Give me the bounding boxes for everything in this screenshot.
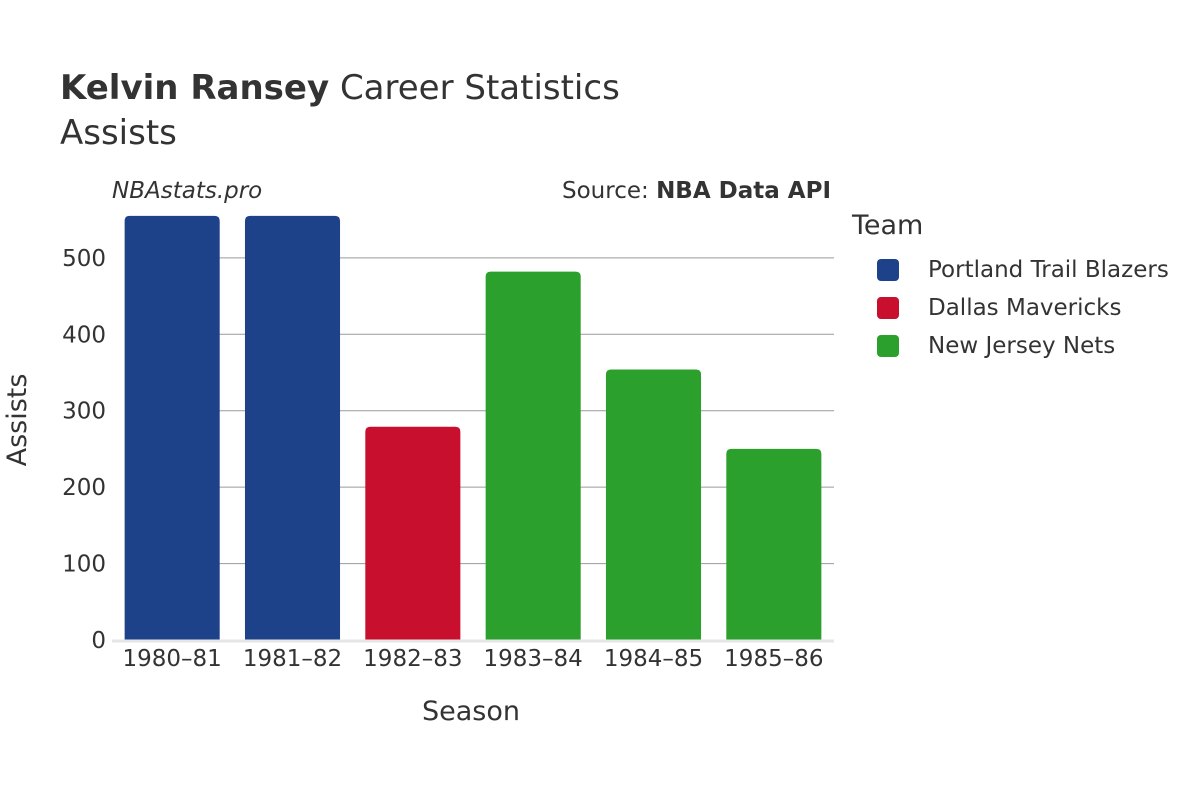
legend-swatch (877, 335, 899, 357)
legend-item-dallas[interactable]: Dallas Mavericks (852, 289, 1169, 327)
y-tick-label: 200 (62, 475, 106, 501)
source-name: NBA Data API (656, 178, 831, 204)
x-tick-label: 1980–81 (123, 646, 222, 672)
player-name: Kelvin Ransey (60, 68, 330, 108)
legend-label: Dallas Mavericks (928, 295, 1122, 321)
chart-title: Kelvin Ransey Career Statistics (60, 68, 620, 108)
bar-1985–86[interactable] (726, 448, 822, 640)
legend-item-new-jersey[interactable]: New Jersey Nets (852, 327, 1169, 365)
legend-label: Portland Trail Blazers (928, 257, 1169, 283)
x-axis-title: Season (422, 696, 520, 727)
chart-subtitle: Assists (60, 113, 177, 153)
source-credit: Source: NBA Data API (562, 178, 831, 204)
legend-label: New Jersey Nets (928, 333, 1116, 359)
bar-1981–82[interactable] (244, 215, 341, 641)
y-tick-label: 400 (62, 322, 106, 348)
bar-1980–81[interactable] (124, 215, 220, 641)
x-tick-label: 1983–84 (484, 646, 583, 672)
source-prefix: Source: (562, 178, 649, 204)
x-tick-label: 1985–86 (724, 646, 823, 672)
x-tick-label: 1982–83 (363, 646, 462, 672)
legend: Team Portland Trail Blazers Dallas Maver… (852, 210, 1169, 365)
legend-title: Team (852, 210, 924, 241)
y-tick-label: 0 (91, 628, 106, 654)
watermark: NBAstats.pro (112, 178, 263, 204)
title-suffix: Career Statistics (339, 68, 620, 108)
legend-item-portland[interactable]: Portland Trail Blazers (852, 251, 1169, 289)
bar-1982–83[interactable] (365, 426, 461, 640)
y-tick-label: 100 (62, 552, 106, 578)
legend-swatch (877, 297, 899, 319)
y-axis-title: Assists (2, 374, 33, 467)
bar-1983–84[interactable] (485, 271, 581, 640)
legend-swatch (877, 259, 899, 281)
x-tick-label: 1981–82 (243, 646, 342, 672)
y-tick-label: 500 (62, 246, 106, 272)
x-tick-label: 1984–85 (604, 646, 703, 672)
bar-1984–85[interactable] (605, 369, 702, 640)
y-tick-label: 300 (62, 399, 106, 425)
